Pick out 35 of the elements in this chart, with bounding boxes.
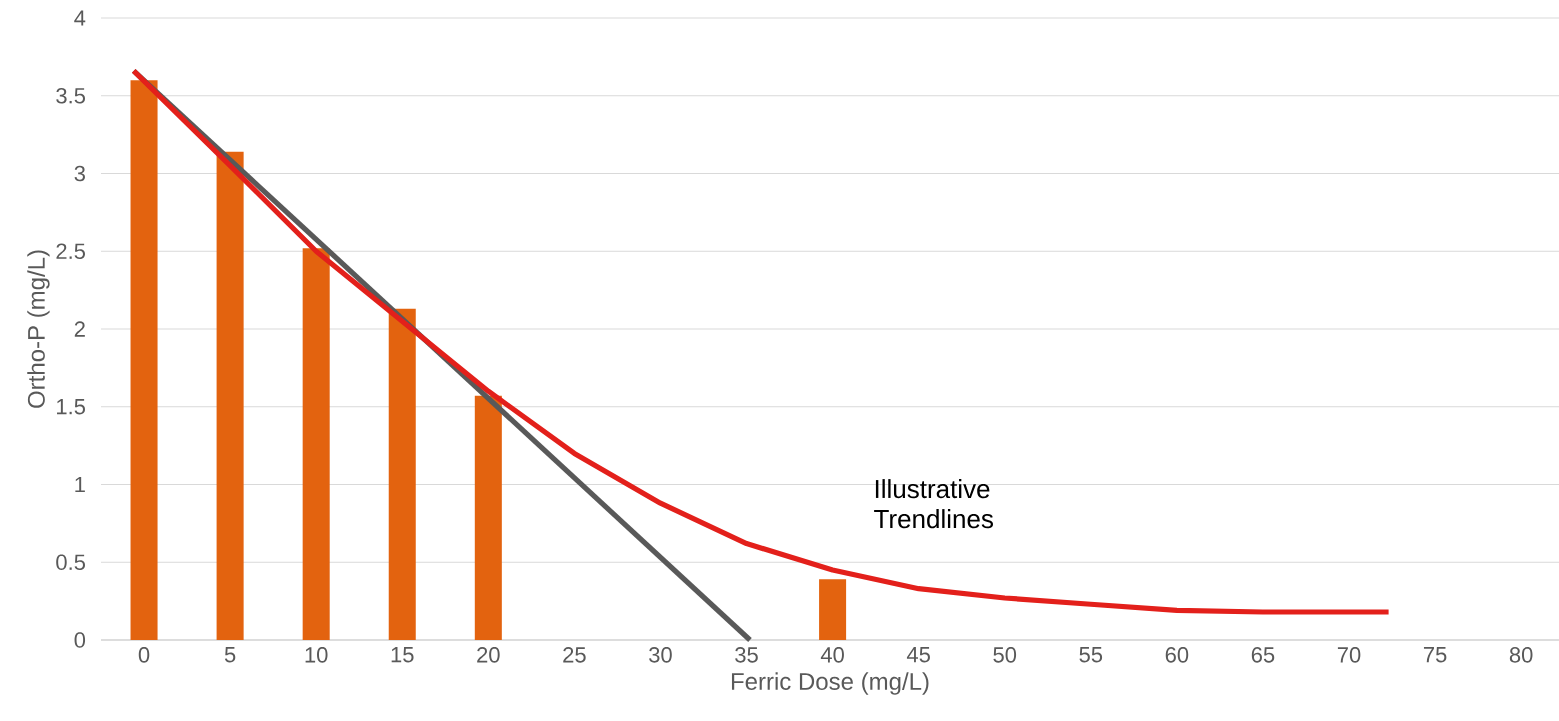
x-tick-label: 0 — [138, 647, 150, 663]
x-tick-label: 35 — [735, 647, 758, 663]
y-tick-label: 2 — [74, 321, 85, 337]
y-tick-label: 1.5 — [57, 399, 85, 415]
y-tick-label: 0.5 — [56, 554, 85, 571]
x-tick-label: 65 — [1251, 647, 1275, 663]
y-tick-label: 1 — [75, 476, 85, 493]
x-tick-label: 15 — [391, 647, 414, 663]
x-tick-label: 50 — [993, 647, 1017, 663]
x-tick-label: 10 — [305, 647, 328, 663]
bar — [302, 248, 330, 640]
x-tick-label: 20 — [477, 647, 500, 663]
bar — [130, 80, 158, 640]
x-tick-label: 40 — [820, 647, 844, 663]
x-tick-label: 70 — [1337, 647, 1361, 663]
x-tick-label: 45 — [906, 647, 930, 663]
bar — [819, 579, 847, 640]
y-tick-label: 2.5 — [56, 243, 85, 260]
x-axis-title: Ferric Dose (mg/L) — [731, 672, 929, 695]
x-tick-label: 75 — [1423, 647, 1447, 663]
x-tick-label: 55 — [1079, 647, 1103, 663]
bar — [216, 151, 244, 640]
annotation: Illustrative Trendlines — [874, 479, 993, 529]
x-tick-label: 60 — [1165, 647, 1189, 663]
y-tick-label: 0 — [74, 632, 86, 648]
y-axis-title: Ortho-P (mg/L) — [27, 250, 50, 408]
x-tick-label: 5 — [224, 647, 236, 663]
x-tick-label: 80 — [1509, 647, 1533, 663]
y-tick-label: 3.5 — [56, 87, 85, 104]
x-tick-label: 30 — [649, 647, 672, 663]
bar — [388, 308, 416, 640]
x-tick-label: 25 — [563, 647, 586, 663]
y-tick-label: 3 — [74, 165, 85, 182]
bar — [474, 395, 502, 640]
y-tick-label: 4 — [74, 10, 86, 26]
